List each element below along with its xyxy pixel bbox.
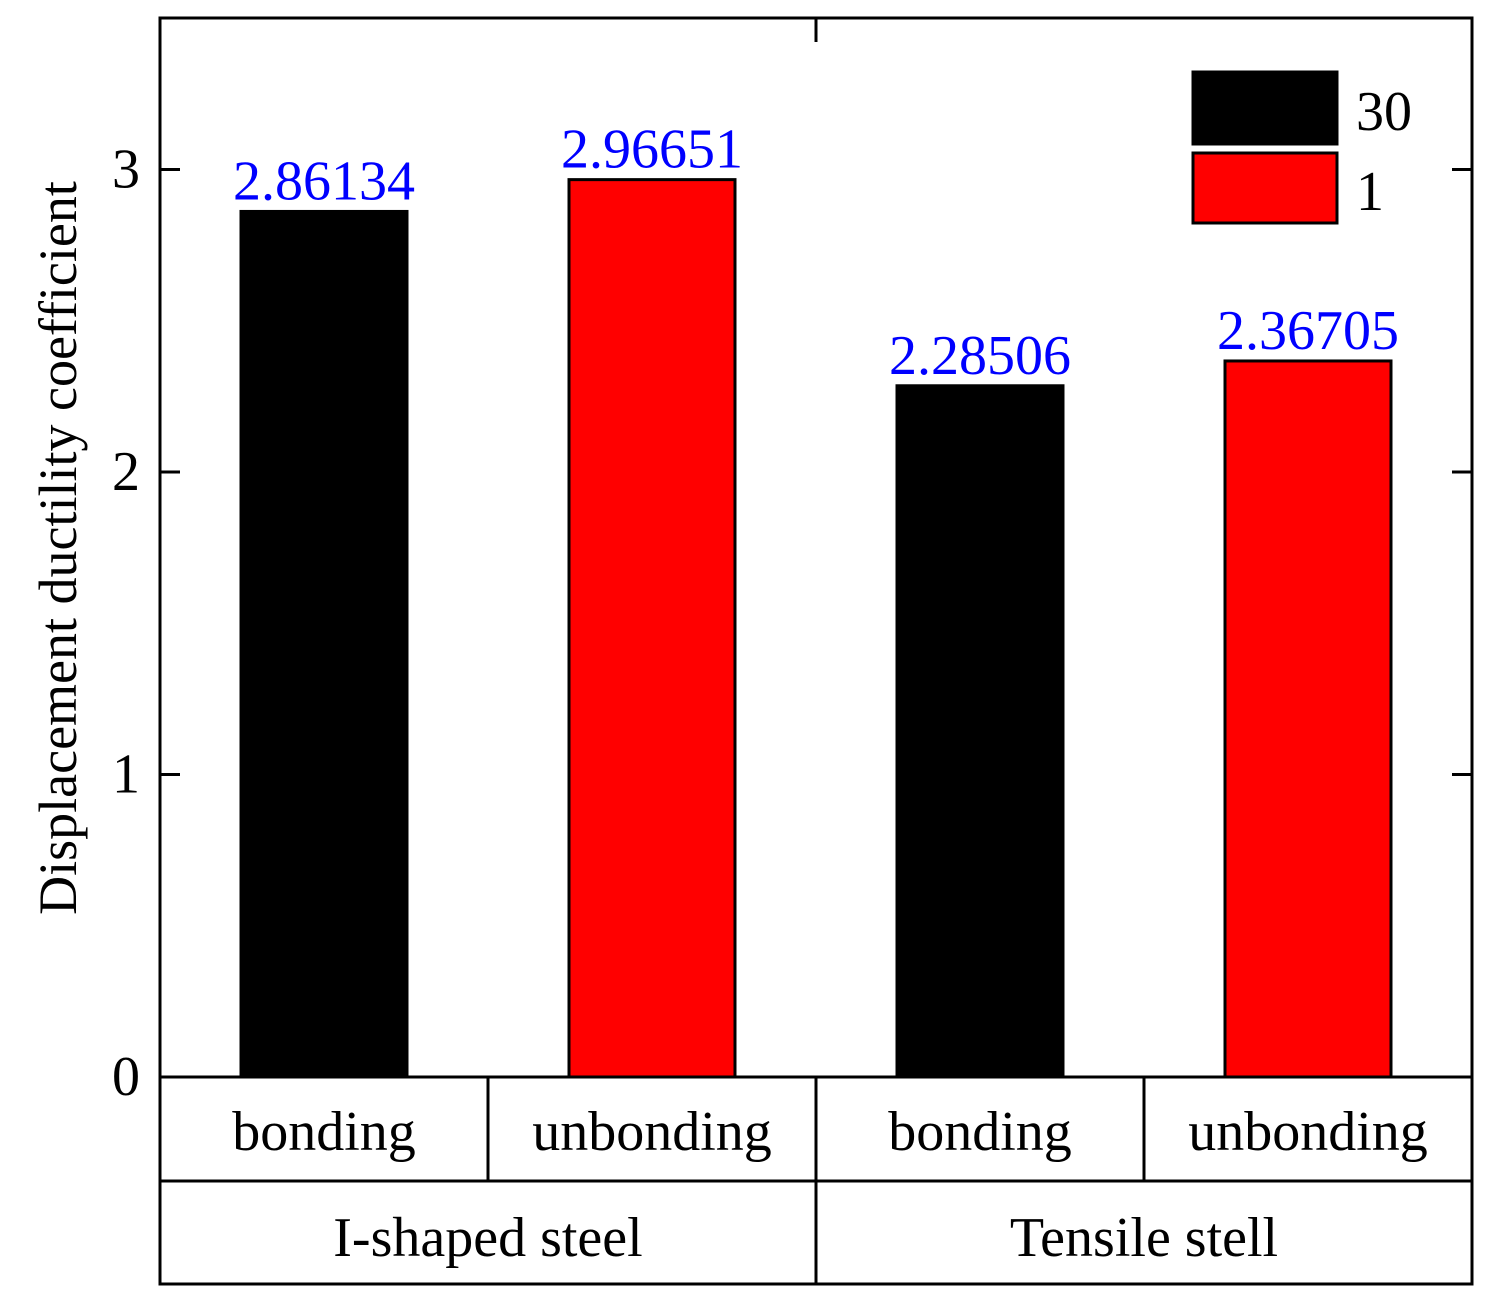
data-label-1: 2.86134 <box>233 150 415 212</box>
data-label-3: 2.28506 <box>889 325 1071 387</box>
data-label-2: 2.96651 <box>561 119 743 181</box>
y-tick-label-3: 3 <box>112 139 140 201</box>
group-label-i-shaped-steel: I-shaped steel <box>333 1207 642 1269</box>
y-ticks: 0 1 2 3 <box>112 139 1472 1108</box>
legend-swatch-30 <box>1191 70 1339 146</box>
data-labels: 2.86134 2.96651 2.28506 2.36705 <box>233 119 1399 387</box>
category-label-4: unbonding <box>1188 1101 1428 1163</box>
y-axis-title: Displacement ductility coefficient <box>28 181 88 915</box>
y-tick-label-2: 2 <box>112 441 140 503</box>
legend-label-30: 30 <box>1356 81 1412 143</box>
bars <box>239 178 1393 1079</box>
bar-2 <box>567 178 737 1079</box>
category-label-3: bonding <box>888 1101 1072 1163</box>
bar-1 <box>239 209 409 1079</box>
bar-3 <box>895 384 1065 1079</box>
bar-4 <box>1223 359 1393 1079</box>
category-label-1: bonding <box>232 1101 416 1163</box>
legend-swatch-1 <box>1191 151 1339 225</box>
y-tick-label-1: 1 <box>112 744 140 806</box>
legend-label-1: 1 <box>1356 161 1384 223</box>
category-label-2: unbonding <box>532 1101 772 1163</box>
group-label-tensile-stell: Tensile stell <box>1010 1207 1278 1269</box>
data-label-4: 2.36705 <box>1217 300 1399 362</box>
legend: 30 1 <box>1191 70 1412 225</box>
y-tick-label-0: 0 <box>112 1046 140 1108</box>
